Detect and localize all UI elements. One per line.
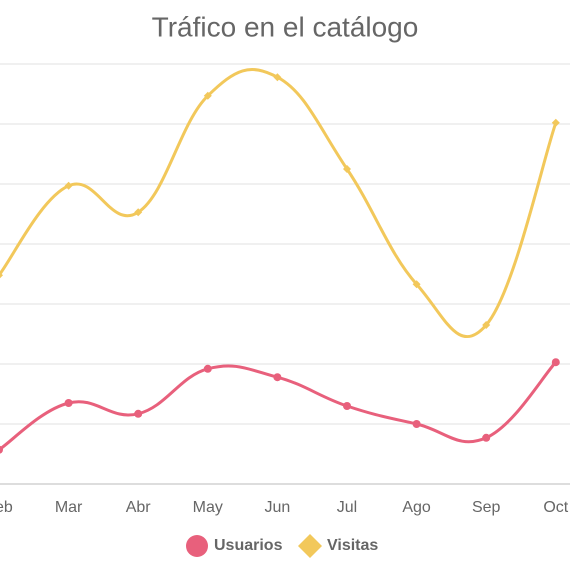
legend-swatch <box>186 535 208 557</box>
point <box>273 73 282 82</box>
chart-title: Tráfico en el catálogo <box>152 11 419 42</box>
x-tick-label: Oct <box>543 499 568 516</box>
point <box>482 321 491 329</box>
plot-area <box>0 68 560 454</box>
x-tick-label: Abr <box>126 499 152 516</box>
point <box>551 358 560 367</box>
line <box>0 68 558 339</box>
x-tick-label: Ago <box>402 499 431 516</box>
legend-label: Visitas <box>327 537 378 554</box>
point <box>412 280 421 289</box>
point <box>64 399 73 407</box>
point <box>273 373 282 382</box>
point <box>64 181 73 190</box>
legend: Usuarios Visitas <box>186 534 378 558</box>
point <box>134 208 143 217</box>
point <box>343 165 351 173</box>
point <box>412 420 421 428</box>
point <box>551 118 560 127</box>
grid: Feb Mar Abr May Jun Jul Ago Sep Oct <box>0 63 570 516</box>
point <box>0 272 3 279</box>
point <box>134 409 143 418</box>
legend-swatch <box>298 534 322 558</box>
point <box>343 402 351 410</box>
x-tick-label: Feb <box>0 499 13 516</box>
point <box>482 433 491 442</box>
x-tick-label: Mar <box>55 499 83 516</box>
x-tick-label: Jul <box>337 499 357 516</box>
x-tick-label: Sep <box>472 499 501 516</box>
x-tick-label: Jun <box>265 499 291 516</box>
point <box>203 91 212 100</box>
x-tick-label: May <box>193 499 223 516</box>
legend-label: Usuarios <box>214 537 283 554</box>
point <box>203 364 212 373</box>
point <box>0 445 3 454</box>
